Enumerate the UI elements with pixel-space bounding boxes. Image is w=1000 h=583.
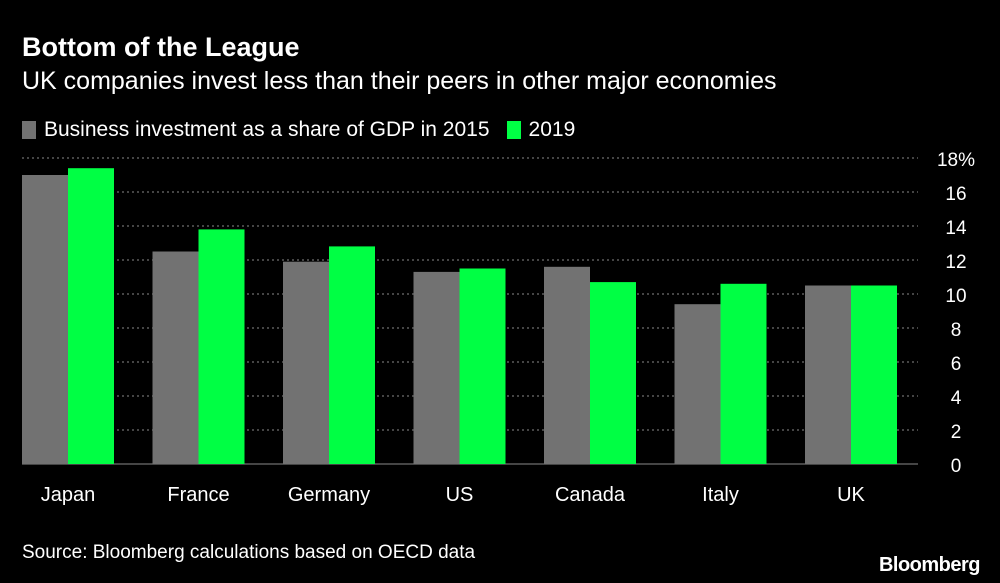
- legend-label-2019: 2019: [528, 118, 576, 141]
- y-tick-label: 12: [945, 252, 966, 273]
- y-tick-label: 0: [951, 456, 962, 477]
- x-tick-label: Japan: [41, 484, 96, 506]
- legend-swatch-2019: [506, 121, 521, 139]
- bar-2019: [329, 246, 375, 464]
- bloomberg-logo: Bloomberg: [878, 554, 981, 576]
- bars: [22, 168, 897, 464]
- x-tick-label: Canada: [555, 484, 626, 506]
- bar-2015: [674, 304, 721, 464]
- bar-2019: [198, 229, 245, 464]
- bar-2019: [459, 268, 506, 464]
- y-tick-label: 18%: [937, 150, 975, 171]
- bar-2019: [720, 283, 767, 464]
- legend-item-2019: 2019: [506, 116, 576, 144]
- legend-item-2015: Business investment as a share of GDP in…: [22, 116, 490, 144]
- x-tick-label: Germany: [288, 484, 370, 506]
- bar-2015: [283, 261, 329, 464]
- chart-subtitle: UK companies invest less than their peer…: [22, 67, 777, 95]
- y-tick-label: 6: [951, 354, 962, 375]
- y-tick-label: 14: [945, 218, 967, 239]
- y-tick-label: 16: [945, 184, 966, 205]
- source-note: Source: Bloomberg calculations based on …: [22, 542, 476, 563]
- bar-2019: [851, 285, 897, 464]
- bar-2015: [413, 271, 460, 464]
- bar-2019: [590, 282, 636, 464]
- bar-2015: [544, 266, 590, 464]
- bar-2015: [22, 175, 68, 464]
- y-tick-label: 8: [951, 320, 962, 341]
- chart-title: Bottom of the League: [22, 32, 300, 62]
- x-tick-label: Italy: [702, 484, 739, 506]
- y-tick-label: 4: [951, 388, 962, 409]
- legend: Business investment as a share of GDP in…: [22, 116, 592, 144]
- y-tick-label: 10: [945, 286, 966, 307]
- x-tick-label: UK: [837, 484, 865, 506]
- x-tick-label: US: [446, 484, 474, 506]
- y-tick-label: 2: [951, 422, 962, 443]
- legend-label-2015: Business investment as a share of GDP in…: [44, 118, 490, 141]
- bar-2019: [68, 168, 114, 464]
- bar-2015: [805, 285, 851, 464]
- bar-2015: [152, 251, 199, 464]
- x-tick-label: France: [167, 484, 229, 506]
- legend-swatch-2015: [22, 121, 36, 139]
- axis-labels: 0 2 4 6 8 10 12 14 16 18% Japan France Germany US Cana…: [41, 150, 975, 506]
